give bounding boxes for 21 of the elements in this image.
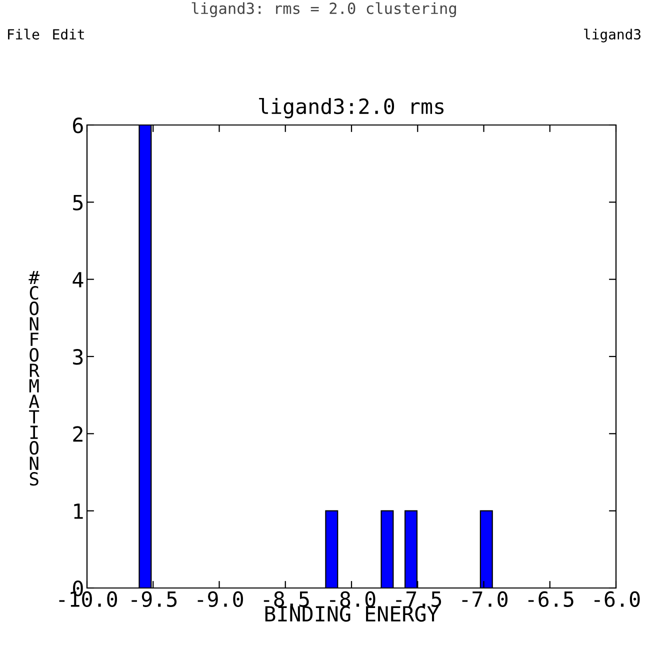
y-tick-label: 5	[73, 194, 83, 210]
text: ligand3	[584, 28, 640, 42]
x-tick-label: -7.5	[396, 592, 442, 608]
y-tick-label: 4	[72, 272, 84, 288]
x-tick-label: -7.0	[462, 591, 508, 608]
x-axis-title: BINDING ENERGY	[265, 606, 439, 622]
text: Edit	[53, 28, 84, 40]
y-tick-label: 2	[73, 426, 82, 442]
x-tick-label: -9.0	[198, 591, 243, 608]
y-tick-label: 6	[73, 118, 83, 134]
text: #CONFORMATIONS	[28, 270, 40, 486]
chart-title: ligand3:2.0 rms	[259, 98, 444, 118]
y-tick-label: 1	[74, 504, 83, 519]
y-tick-label: 3	[73, 349, 83, 365]
x-tick-label: -8.0	[330, 591, 376, 608]
text: File	[8, 28, 40, 40]
text: ligand3: rms = 2.0 clustering	[192, 2, 456, 18]
x-tick-label: -8.5	[264, 591, 309, 608]
x-tick-label: -6.5	[528, 591, 574, 608]
x-tick-label: -6.0	[594, 591, 640, 608]
x-tick-label: -9.5	[132, 591, 177, 608]
